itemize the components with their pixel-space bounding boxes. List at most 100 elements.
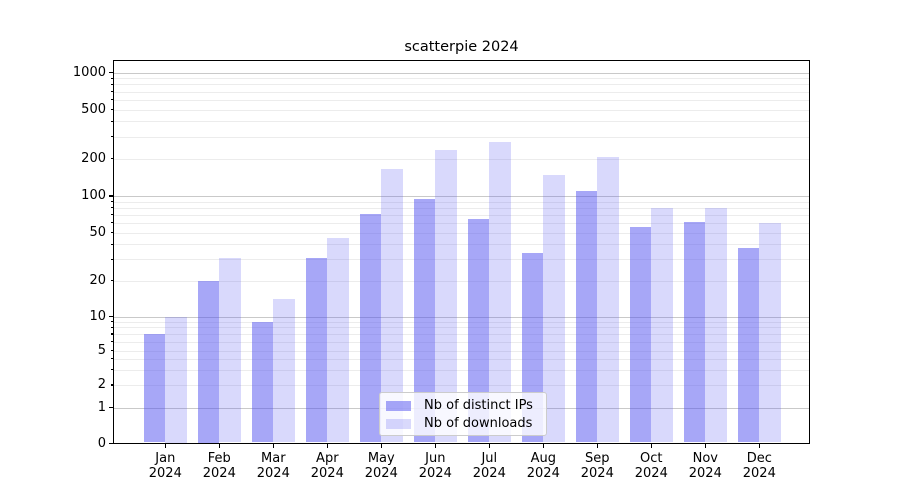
- gridline-minor: [113, 84, 809, 86]
- x-tick-label-feb: Feb 2024: [202, 451, 236, 481]
- bar-downloads-feb: [219, 257, 241, 443]
- y-tick-mark-minor: [110, 369, 113, 371]
- bar-distinct-ips-nov: [683, 222, 706, 443]
- gridline-minor: [113, 232, 809, 234]
- legend-item-downloads: Nb of downloads: [386, 415, 546, 433]
- y-tick-label: 1: [97, 399, 106, 415]
- gridline-major: [113, 196, 809, 197]
- y-tick-mark-minor: [110, 83, 113, 85]
- y-tick-mark-minor: [110, 333, 113, 335]
- gridline-minor: [113, 280, 809, 282]
- x-tick-label-oct: Oct 2024: [634, 451, 668, 481]
- x-tick-label-aug: Aug 2024: [526, 451, 560, 481]
- x-tick-label-dec: Dec 2024: [742, 451, 776, 481]
- legend: Nb of distinct IPs Nb of downloads: [379, 392, 547, 436]
- gridline-minor: [113, 109, 809, 111]
- gridline-major: [113, 316, 809, 318]
- x-tick-mark: [650, 443, 652, 448]
- bar-distinct-ips-jul: [467, 218, 490, 443]
- y-tick-mark-minor: [110, 207, 113, 209]
- y-tick-mark-minor: [110, 321, 113, 323]
- x-tick-label-sep: Sep 2024: [580, 451, 614, 481]
- y-tick-mark: [109, 195, 113, 197]
- chart-title: scatterpie 2024: [404, 39, 519, 55]
- y-tick-mark: [110, 108, 113, 111]
- y-tick-mark-minor: [110, 200, 113, 203]
- bar-downloads-dec: [759, 222, 781, 443]
- bar-distinct-ips-sep: [575, 190, 598, 443]
- bar-downloads-mar: [273, 299, 295, 443]
- x-tick-mark: [758, 443, 760, 448]
- bar-distinct-ips-oct: [629, 227, 652, 443]
- y-tick-label: 1000: [72, 64, 106, 80]
- x-tick-label-nov: Nov 2024: [688, 451, 722, 481]
- x-tick-mark: [704, 443, 706, 448]
- gridline-minor: [113, 91, 809, 93]
- bar-downloads-jan: [165, 316, 187, 443]
- y-tick-label: 0: [97, 435, 106, 451]
- y-tick-mark: [110, 349, 113, 352]
- y-tick-mark-minor: [110, 90, 113, 93]
- x-tick-label-jul: Jul 2024: [472, 451, 506, 481]
- gridline-minor: [113, 214, 809, 216]
- bar-downloads-may: [381, 168, 403, 443]
- bar-downloads-jul: [489, 142, 511, 443]
- x-tick-mark: [380, 443, 382, 448]
- legend-label-downloads: Nb of downloads: [424, 416, 533, 431]
- bar-downloads-nov: [705, 207, 727, 443]
- y-tick-mark: [109, 315, 113, 318]
- y-tick-mark: [110, 279, 113, 282]
- gridline-major: [113, 72, 809, 74]
- gridline-minor: [113, 333, 809, 335]
- legend-swatch-distinct-ips: [386, 400, 411, 412]
- y-tick-mark-minor: [110, 340, 113, 343]
- y-tick-label: 50: [89, 224, 106, 240]
- legend-swatch-downloads: [386, 418, 411, 430]
- y-tick-mark-minor: [110, 358, 113, 360]
- gridline-minor: [113, 78, 809, 80]
- y-tick-mark: [109, 442, 113, 445]
- gridline-minor: [113, 244, 809, 246]
- y-tick-label: 2: [97, 377, 106, 392]
- y-tick-mark: [109, 71, 113, 74]
- x-tick-mark: [434, 443, 436, 448]
- y-tick-label: 100: [81, 188, 106, 203]
- y-tick-mark-minor: [110, 258, 113, 260]
- bar-distinct-ips-feb: [197, 280, 220, 443]
- bar-downloads-jun: [435, 149, 457, 443]
- bar-downloads-apr: [327, 238, 349, 443]
- gridline-minor: [113, 341, 809, 343]
- gridline-minor: [113, 385, 809, 386]
- bar-downloads-sep: [597, 157, 619, 443]
- x-tick-mark: [218, 443, 220, 448]
- gridline-minor: [113, 358, 809, 360]
- y-tick-label: 500: [81, 101, 106, 117]
- gridline-minor: [113, 136, 809, 138]
- x-tick-mark: [488, 443, 490, 448]
- legend-label-distinct-ips: Nb of distinct IPs: [424, 398, 533, 413]
- gridline-minor: [113, 121, 809, 123]
- bar-distinct-ips-jan: [143, 333, 166, 443]
- gridline-minor: [113, 327, 809, 329]
- y-tick-mark: [109, 406, 113, 409]
- y-tick-mark-minor: [110, 77, 113, 79]
- bar-distinct-ips-apr: [305, 257, 328, 443]
- bar-distinct-ips-mar: [251, 321, 274, 443]
- x-tick-mark: [542, 443, 544, 448]
- bar-distinct-ips-jun: [413, 198, 436, 443]
- y-tick-mark-minor: [110, 120, 113, 123]
- gridline-minor: [113, 158, 809, 160]
- gridline-minor: [113, 222, 809, 224]
- y-tick-label: 5: [97, 342, 106, 358]
- x-tick-label-jun: Jun 2024: [418, 451, 452, 481]
- x-tick-label-mar: Mar 2024: [256, 451, 290, 481]
- x-tick-label-jan: Jan 2024: [148, 451, 182, 481]
- y-tick-mark-minor: [110, 222, 113, 224]
- x-tick-label-may: May 2024: [364, 451, 398, 481]
- y-tick-mark-minor: [110, 214, 113, 216]
- gridline-minor: [113, 321, 809, 323]
- y-tick-mark-minor: [110, 326, 113, 329]
- x-tick-mark: [596, 443, 598, 448]
- gridline-minor: [113, 350, 809, 352]
